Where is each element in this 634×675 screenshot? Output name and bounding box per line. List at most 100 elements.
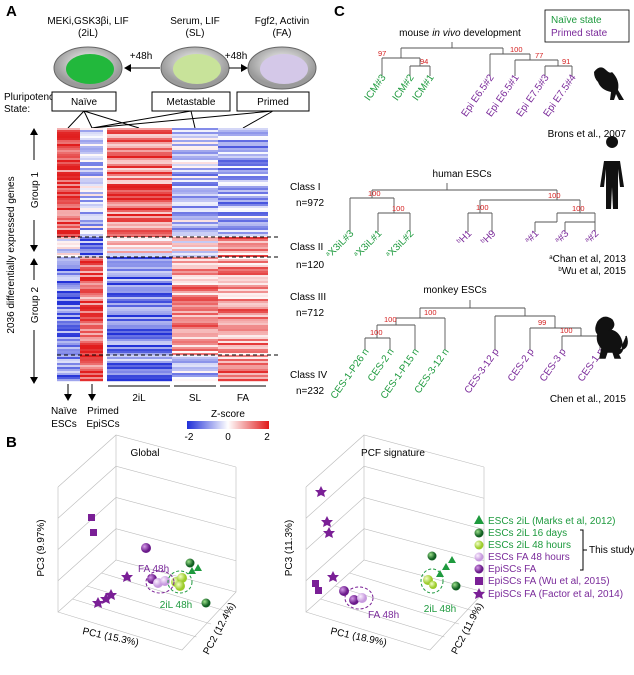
heatmap-cell xyxy=(218,230,268,233)
heatmap-cell xyxy=(107,317,172,320)
heatmap-cell xyxy=(80,277,103,280)
heatmap-cell xyxy=(80,144,103,147)
heatmap-cell xyxy=(80,301,103,304)
leaf-label: CES-3 p xyxy=(538,346,569,384)
heatmap-cell xyxy=(57,279,80,282)
heatmap-cell xyxy=(80,371,103,374)
heatmap-cell xyxy=(218,359,268,362)
heatmap-cell xyxy=(218,329,268,332)
heatmap-cell xyxy=(107,251,172,254)
heatmap-cell xyxy=(218,188,268,191)
panel-label: C xyxy=(334,3,345,20)
heatmap-cell xyxy=(172,287,218,290)
colorbar xyxy=(187,421,269,429)
heatmap-cell xyxy=(80,253,103,256)
heatmap-cell xyxy=(218,192,268,195)
heatmap-cell xyxy=(218,150,268,153)
heatmap-cell xyxy=(172,200,218,203)
legend-marker xyxy=(474,564,484,574)
heatmap-cell xyxy=(172,214,218,217)
heatmap-cell xyxy=(80,339,103,342)
heatmap-cell xyxy=(57,202,80,205)
heatmap-cell xyxy=(57,313,80,316)
bootstrap: 100 xyxy=(510,45,523,54)
heatmap-cell xyxy=(80,293,103,296)
heatmap-cell xyxy=(80,194,103,197)
heatmap-cell xyxy=(57,355,80,358)
y-label: 2036 differentially expressed genes xyxy=(6,176,17,333)
heatmap-cell xyxy=(57,196,80,199)
heatmap-cell xyxy=(107,337,172,340)
heatmap-cell xyxy=(218,251,268,254)
axis-label: PC3 (11.3%) xyxy=(284,520,295,577)
heatmap-cell xyxy=(107,319,172,322)
heatmap-cell xyxy=(57,186,80,189)
heatmap-cell xyxy=(80,162,103,165)
heatmap-cell xyxy=(172,168,218,171)
heatmap-cell xyxy=(218,333,268,336)
tree-title: mouse in vivo development xyxy=(399,28,521,39)
bootstrap: 100 xyxy=(476,203,489,212)
heatmap-cell xyxy=(107,329,172,332)
heatmap-cell xyxy=(57,206,80,209)
heatmap-cell xyxy=(57,337,80,340)
heatmap-cell xyxy=(57,349,80,352)
point xyxy=(160,576,170,586)
heatmap-cell xyxy=(57,166,80,169)
heatmap-cell xyxy=(172,253,218,256)
heatmap-cell xyxy=(57,222,80,225)
heatmap-cell xyxy=(218,369,268,372)
heatmap-cell xyxy=(80,130,103,133)
heatmap-cell xyxy=(218,206,268,209)
heatmap-cell xyxy=(80,259,103,262)
heatmap-cell xyxy=(218,218,268,221)
heatmap-cell xyxy=(107,261,172,264)
heatmap-cell xyxy=(218,345,268,348)
heatmap-cell xyxy=(80,154,103,157)
heatmap-cell xyxy=(80,148,103,151)
heatmap-cell xyxy=(107,331,172,334)
heatmap-cell xyxy=(57,198,80,201)
column-label: FA xyxy=(237,393,250,404)
heatmap-cell xyxy=(107,259,172,262)
panel-a: A MEKi,GSK3βi, LIF (2iL) Serum, LIF (SL)… xyxy=(4,3,328,443)
heatmap-cell xyxy=(107,339,172,342)
heatmap-cell xyxy=(107,218,172,221)
heatmap-cell xyxy=(218,303,268,306)
monkey-icon xyxy=(595,316,628,359)
heatmap-cell xyxy=(80,351,103,354)
heatmap-cell xyxy=(80,158,103,161)
heatmap-cell xyxy=(80,204,103,207)
heatmap-cell xyxy=(172,335,218,338)
plot-title: Global xyxy=(131,448,160,459)
heatmap-cell xyxy=(57,333,80,336)
legend-item: EpiSCs FA xyxy=(488,564,537,575)
heatmap-cell xyxy=(80,226,103,229)
heatmap-cell xyxy=(57,170,80,173)
heatmap-cell xyxy=(172,261,218,264)
heatmap-cell xyxy=(218,361,268,364)
heatmap-cell xyxy=(218,289,268,292)
heatmap-cell xyxy=(218,234,268,237)
condition: (FA) xyxy=(273,28,292,39)
scatter-points xyxy=(88,486,461,610)
axis-label: PC1 (18.9%) xyxy=(329,626,387,649)
heatmap-cell xyxy=(57,152,80,155)
point xyxy=(175,581,185,591)
heatmap-cell xyxy=(80,265,103,268)
heatmap-cell xyxy=(218,373,268,376)
heatmap-cell xyxy=(107,142,172,145)
heatmap-cell xyxy=(107,273,172,276)
heatmap-cell xyxy=(172,333,218,336)
heatmap-cell xyxy=(107,327,172,330)
heatmap-cell xyxy=(57,297,80,300)
heatmap-cell xyxy=(107,355,172,358)
heatmap-cell xyxy=(218,347,268,350)
heatmap-cell xyxy=(107,180,172,183)
heatmap-cell xyxy=(172,347,218,350)
heatmap-cell xyxy=(218,130,268,133)
heatmap-cell xyxy=(57,325,80,328)
heatmap-cell xyxy=(107,243,172,246)
heatmap-cell xyxy=(57,301,80,304)
heatmap-cell xyxy=(172,355,218,358)
